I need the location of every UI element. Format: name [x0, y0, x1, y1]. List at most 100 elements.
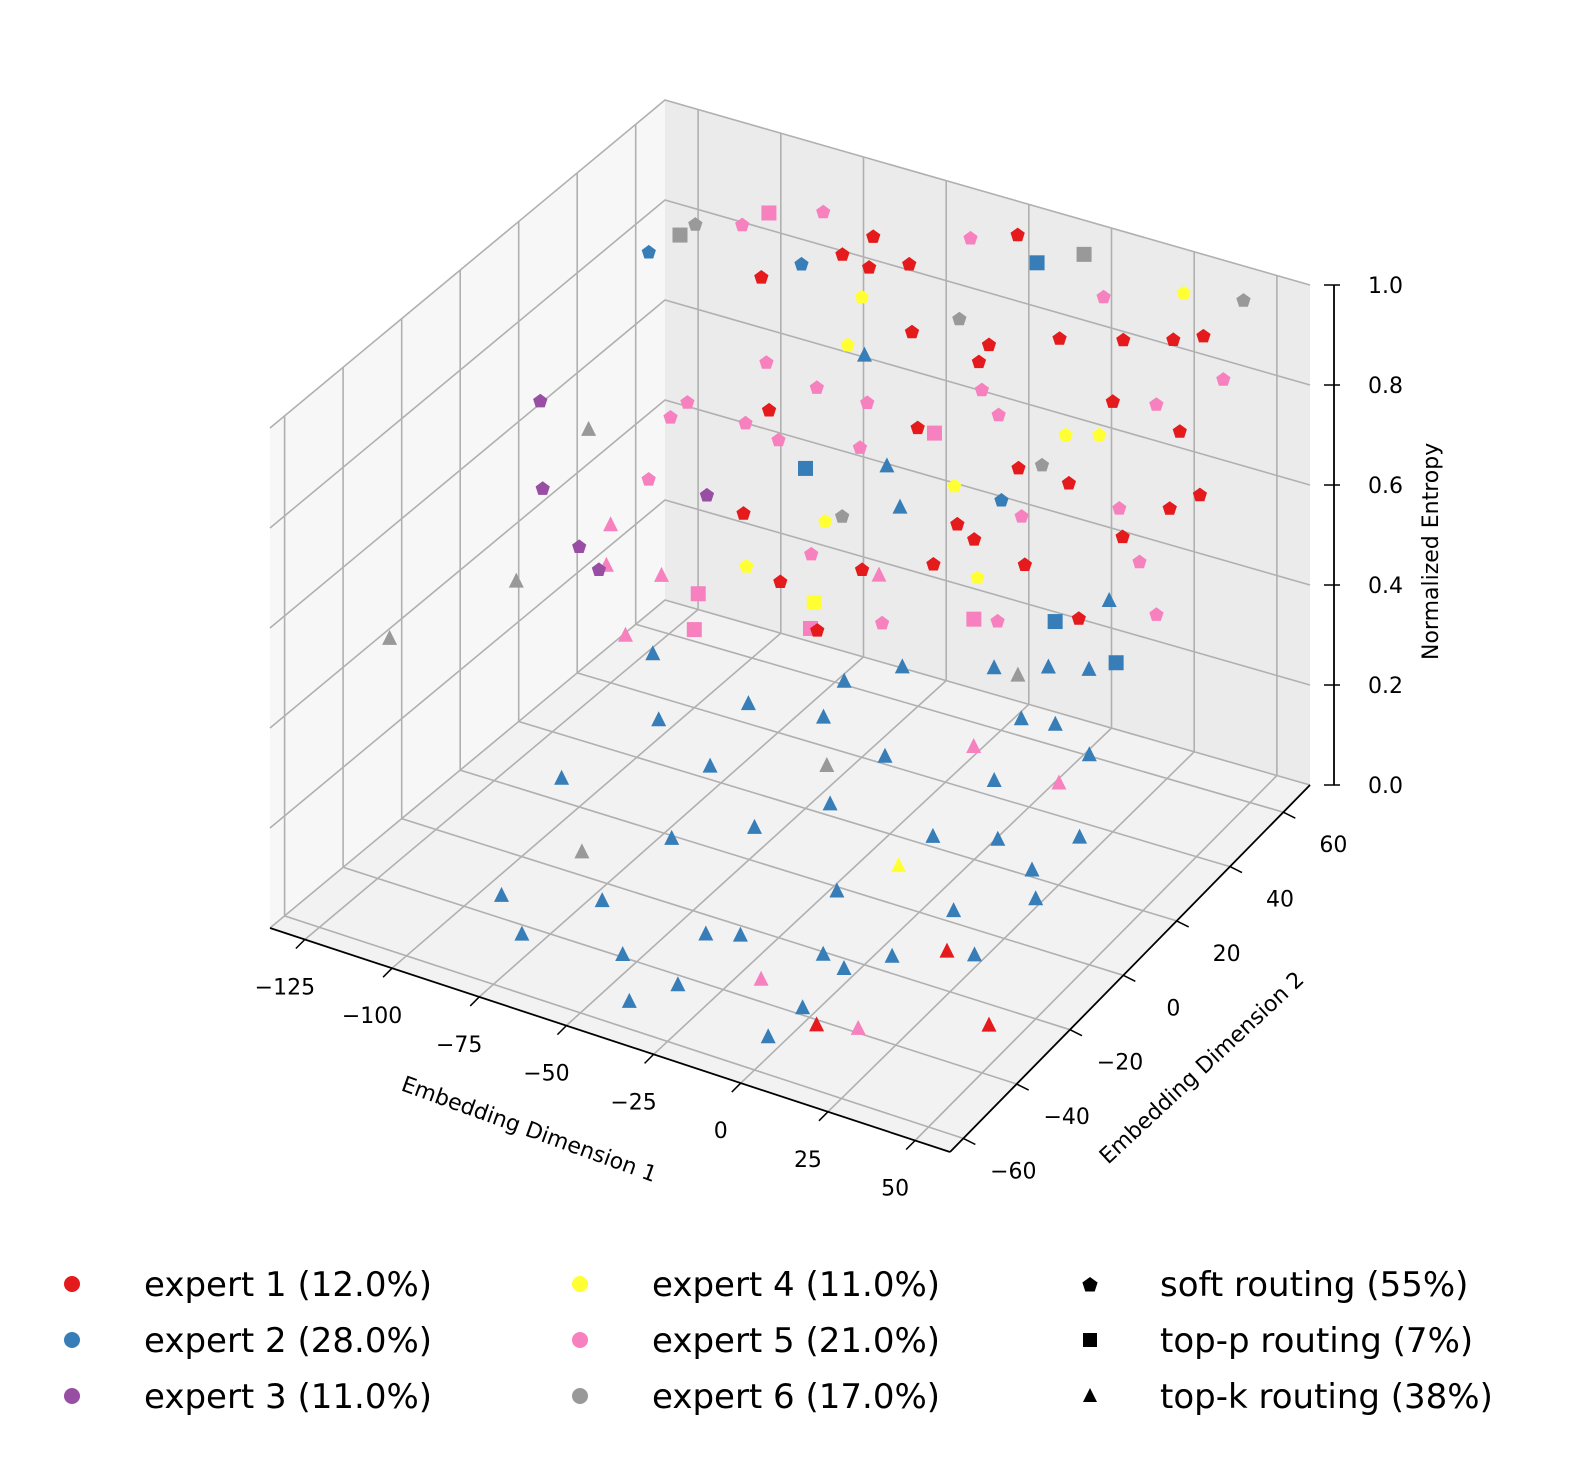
data-point-soft: [1172, 424, 1187, 438]
y-tick-mark: [1176, 920, 1190, 928]
data-point-soft: [860, 395, 875, 409]
data-point-soft: [1011, 460, 1026, 475]
data-point-soft: [1014, 509, 1029, 523]
legend-marker-pentagon: [1082, 1277, 1098, 1292]
data-point-soft: [1149, 607, 1164, 621]
legend-label-expert-1: expert 1 (12.0%): [144, 1265, 432, 1305]
data-point-soft: [735, 217, 750, 232]
data-point-soft: [771, 432, 786, 447]
z-tick-label: 0.0: [1368, 774, 1403, 799]
data-point-soft: [1096, 289, 1111, 304]
data-point-soft: [816, 204, 831, 219]
legend-entry-top-k-routing: top-k routing (38%): [1083, 1377, 1493, 1417]
data-point-top-k: [795, 999, 811, 1015]
x-tick-label: −25: [610, 1090, 656, 1115]
z-tick-label: 0.4: [1368, 574, 1403, 599]
legend-marker-expert-1: [64, 1276, 80, 1292]
data-point-soft: [952, 311, 967, 326]
data-point-soft: [1192, 487, 1207, 502]
z-axis-title: Normalized Entropy: [1419, 443, 1444, 660]
y-axis-line: [949, 784, 1311, 1153]
legend-entry-expert-1: expert 1 (12.0%): [64, 1265, 432, 1305]
data-point-soft: [1132, 554, 1147, 569]
z-gridline: [269, 299, 1311, 629]
data-point-soft: [963, 230, 978, 245]
z-tick-labels: 0.0 0.2 0.4 0.6 0.8 1.0: [1368, 274, 1403, 799]
data-point-top-k: [1028, 890, 1044, 906]
data-point-soft: [910, 420, 925, 435]
data-point-top-p: [926, 425, 942, 441]
legend-marker-triangle: [1083, 1388, 1097, 1402]
data-point-soft: [926, 557, 941, 571]
data-point-soft: [572, 539, 587, 553]
data-point-top-k: [986, 659, 1002, 675]
data-point-soft: [904, 324, 920, 339]
data-point-top-k: [651, 711, 667, 727]
x-tick-mark: [905, 1139, 916, 1151]
x-tick-label: −100: [342, 1004, 402, 1029]
x-tick-mark: [556, 1025, 567, 1036]
data-point-top-k: [1081, 660, 1097, 676]
data-point-top-p: [798, 460, 814, 476]
data-point-soft: [1115, 529, 1130, 544]
data-point-soft: [818, 514, 833, 528]
data-point-top-k: [815, 945, 831, 961]
data-point-soft: [840, 337, 855, 352]
data-point-soft: [738, 415, 753, 430]
data-point-soft: [994, 493, 1009, 507]
y-tick-labels: −60 −40 −20 0 20 40 60: [990, 833, 1347, 1184]
data-point-soft: [947, 478, 962, 493]
data-point-soft: [862, 260, 877, 274]
data-point-top-k: [892, 498, 908, 514]
data-point-top-k: [1081, 746, 1097, 762]
data-point-top-k: [1072, 828, 1088, 844]
data-point-top-k: [925, 827, 941, 843]
z-tick-label: 1.0: [1368, 274, 1403, 299]
y-tick-label: 0: [1166, 996, 1180, 1021]
data-point-soft: [852, 440, 868, 454]
gridlines: [269, 99, 1311, 1142]
data-point-top-k: [966, 738, 982, 753]
data-point-top-k: [822, 795, 838, 811]
data-point-soft: [761, 402, 777, 417]
y-tick-mark: [1069, 1028, 1083, 1037]
data-points: [382, 204, 1251, 1044]
legend-marker-expert-6: [572, 1388, 588, 1404]
x-tick-mark: [469, 996, 480, 1007]
data-point-top-k: [621, 992, 637, 1008]
data-point-soft: [663, 410, 678, 424]
data-point-top-k: [747, 818, 762, 834]
data-point-top-p: [761, 205, 777, 221]
data-point-soft: [736, 506, 751, 520]
data-point-soft: [990, 613, 1005, 628]
data-point-soft: [854, 562, 870, 576]
x-tick-labels: −125 −100 −75 −50 −25 0 25 50: [255, 975, 909, 1201]
y-tick-mark: [1016, 1083, 1030, 1091]
data-point-soft: [1058, 427, 1073, 442]
data-point-top-p: [1108, 655, 1124, 671]
x-tick-label: −125: [255, 975, 315, 1000]
legend-marker-expert-5: [572, 1332, 588, 1348]
data-point-top-k: [1051, 774, 1067, 790]
data-point-top-k: [1101, 592, 1117, 607]
data-point-soft: [835, 247, 850, 261]
data-point-soft: [981, 337, 997, 352]
data-point-top-k: [581, 420, 597, 436]
data-point-top-k: [618, 626, 633, 642]
data-point-soft: [641, 244, 656, 259]
data-point-top-k: [574, 843, 590, 859]
x-tick-mark: [731, 1082, 742, 1093]
x-tick-label: 0: [714, 1119, 728, 1144]
data-point-soft: [591, 562, 606, 576]
data-point-soft: [1166, 332, 1181, 346]
y-tick-label: −20: [1097, 1051, 1143, 1076]
data-point-top-k: [981, 1016, 997, 1032]
data-point-top-k: [654, 566, 669, 582]
x-tick-label: 50: [881, 1177, 909, 1202]
data-point-top-k: [829, 882, 845, 898]
data-point-soft: [1116, 332, 1131, 347]
data-point-soft: [1071, 611, 1086, 625]
data-point-top-k: [879, 457, 895, 473]
legend-label-expert-3: expert 3 (11.0%): [144, 1377, 432, 1417]
data-point-top-k: [760, 1028, 776, 1044]
